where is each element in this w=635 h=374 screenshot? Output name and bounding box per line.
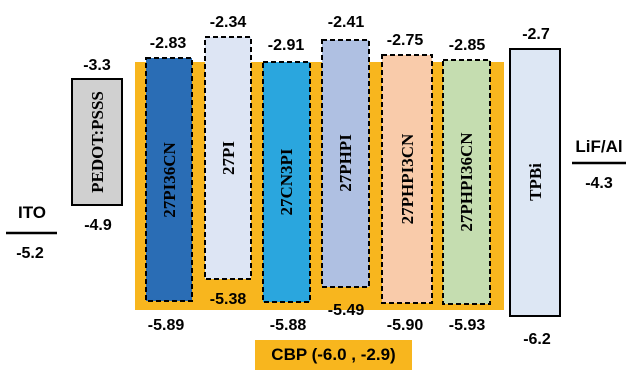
ito-electrode: ITO -5.2 [6,203,57,262]
layer-27pi: -2.34 27PI -5.38 [204,14,252,308]
cbp-legend-box [255,340,412,370]
pedot-box [71,78,123,206]
27cn3pi-box [262,61,311,303]
27phpi-box [321,39,370,288]
27phpi-label: 27PHPI [336,134,355,192]
pedot-label: PEDOT:PSSS [88,91,107,193]
layer-tpbi: -2.7 TPBi -6.2 [509,26,561,348]
27cn3pi-top-level: -2.91 [268,37,305,54]
lif-al-name: LiF/Al [575,137,622,156]
27phpi-top-level: -2.41 [328,14,365,31]
layer-27pi36cn: -2.83 27PI36CN -5.89 [145,35,193,334]
27pi-bottom-level: -5.38 [210,291,247,308]
27phpi-bottom-level: -5.49 [328,302,365,319]
ito-level: -5.2 [16,245,44,262]
cbp-legend-label: CBP (-6.0 , -2.9) [271,345,396,364]
pedot-bottom-level: -4.9 [84,217,112,234]
pedot-top-level: -3.3 [83,57,111,74]
27pi-box [204,36,252,280]
27phpi36cn-bottom-level: -5.93 [449,317,486,334]
27pi-label: 27PI [219,141,238,175]
lif-al-electrode: LiF/Al -4.3 [572,137,626,192]
27phpi36cn-box [442,59,491,305]
27cn3pi-bottom-level: -5.88 [270,317,307,334]
27cn3pi-label: 27CN3PI [277,148,296,215]
layer-27cn3pi: -2.91 27CN3PI -5.88 [262,37,311,334]
layer-27phpi36cn: -2.85 27PHPI36CN -5.93 [442,37,491,334]
27phpi3cn-bottom-level: -5.90 [387,317,424,334]
27phpi3cn-box [381,54,433,304]
27pi-top-level: -2.34 [210,14,247,31]
27pi36cn-bottom-level: -5.89 [148,317,185,334]
tpbi-box [509,48,561,317]
27pi36cn-box [145,57,193,302]
layer-27phpi: -2.41 27PHPI -5.49 [321,14,370,319]
27pi36cn-label: 27PI36CN [160,142,179,218]
layer-27phpi3cn: -2.75 27PHPI3CN -5.90 [381,32,433,334]
ito-name: ITO [18,203,46,222]
tpbi-bottom-level: -6.2 [523,331,551,348]
tpbi-label: TPBi [526,163,545,201]
27phpi36cn-label: 27PHPI36CN [457,132,476,232]
27phpi36cn-top-level: -2.85 [449,37,486,54]
27phpi3cn-label: 27PHPI3CN [398,133,417,224]
tpbi-top-level: -2.7 [522,26,550,43]
lif-al-level: -4.3 [585,175,613,192]
27pi36cn-top-level: -2.83 [150,35,187,52]
27phpi3cn-top-level: -2.75 [387,32,424,49]
layer-pedot-psss: -3.3 PEDOT:PSSS -4.9 [71,57,123,234]
